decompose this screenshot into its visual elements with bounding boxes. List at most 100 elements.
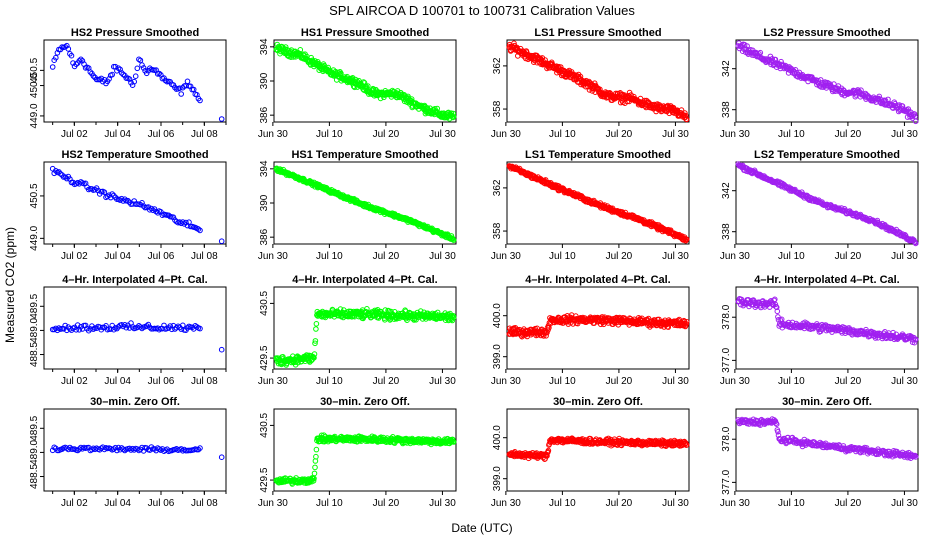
data-point	[100, 324, 106, 331]
x-tick-label: Jul 08	[191, 498, 218, 509]
data-point	[197, 325, 203, 332]
data-point	[597, 86, 603, 93]
x-tick-label: Jun 30	[491, 129, 521, 140]
data-point	[109, 71, 115, 78]
x-tick-label: Jul 10	[778, 251, 805, 262]
x-tick-label: Jun 30	[258, 129, 288, 140]
x-tick-label: Jul 04	[104, 376, 131, 387]
plot-frame	[735, 286, 919, 370]
panel-3-3: 4–Hr. Interpolated 4–Pt. Cal.399.0400.0J…	[491, 274, 690, 387]
data-point	[183, 219, 189, 226]
panel-title: LS1 Temperature Smoothed	[525, 149, 671, 161]
panel-title: 4–Hr. Interpolated 4–Pt. Cal.	[525, 274, 671, 286]
data-points	[735, 296, 919, 346]
data-point	[122, 322, 128, 328]
x-tick-label: Jun 30	[491, 376, 521, 387]
x-tick-label: Jul 08	[191, 129, 218, 140]
y-tick-label: 362	[492, 179, 503, 196]
plot-frame	[506, 39, 690, 123]
data-point	[912, 118, 919, 125]
x-tick-label: Jul 20	[835, 251, 862, 262]
x-tick-label: Jul 20	[606, 376, 633, 387]
x-tick-label: Jul 02	[61, 251, 88, 262]
data-point	[450, 314, 457, 321]
x-tick-label: Jun 30	[491, 251, 521, 262]
data-point	[218, 238, 225, 244]
data-point	[815, 78, 822, 84]
data-point	[74, 447, 81, 454]
x-tick-label: Jul 10	[549, 251, 576, 262]
data-point	[64, 42, 70, 49]
data-point	[67, 444, 73, 451]
y-tick-label: 400.0	[492, 425, 503, 450]
panels: HS2 Pressure Smoothed449.0450.0450.5Jul …	[29, 27, 919, 509]
data-point	[769, 56, 776, 62]
data-point	[218, 454, 225, 461]
data-point	[90, 73, 97, 79]
data-point	[62, 322, 68, 329]
data-point	[912, 336, 919, 343]
y-tick-label: 342	[721, 182, 732, 199]
data-points	[273, 41, 457, 122]
data-point	[744, 43, 750, 49]
data-points	[49, 444, 225, 461]
x-tick-label: Jul 20	[606, 251, 633, 262]
data-point	[450, 110, 457, 117]
data-point	[134, 446, 141, 452]
panel-3-1: 4–Hr. Interpolated 4–Pt. Cal.488.5489.04…	[29, 274, 227, 387]
x-tick-label: Jul 10	[316, 129, 343, 140]
data-point	[140, 65, 147, 71]
data-point	[87, 69, 94, 75]
x-tick-label: Jul 20	[606, 129, 633, 140]
data-point	[178, 91, 184, 97]
data-point	[112, 444, 119, 451]
panel-title: HS1 Pressure Smoothed	[301, 27, 429, 39]
x-tick-label: Jun 30	[720, 251, 750, 262]
data-points	[735, 161, 919, 247]
data-point	[145, 321, 152, 328]
x-tick-label: Jul 20	[373, 498, 400, 509]
data-point	[76, 446, 83, 452]
y-tick-label: 429.5	[259, 345, 270, 370]
y-tick-label: 430.5	[259, 412, 270, 437]
y-tick-label: 449.0	[29, 225, 40, 250]
data-point	[170, 214, 177, 220]
data-point	[773, 304, 780, 311]
x-tick-label: Jul 10	[778, 498, 805, 509]
data-point	[683, 442, 690, 448]
panel-title: 30–min. Zero Off.	[553, 396, 643, 408]
data-point	[912, 240, 919, 247]
x-tick-label: Jul 08	[191, 376, 218, 387]
data-point	[49, 64, 56, 70]
y-tick-label: 400.0	[492, 303, 503, 328]
y-tick-label: 378.0	[721, 304, 732, 329]
y-tick-label: 489.0	[29, 439, 40, 464]
panel-title: HS1 Temperature Smoothed	[291, 149, 438, 161]
data-point	[773, 421, 780, 428]
data-point	[65, 46, 72, 52]
data-point	[190, 86, 197, 93]
data-point	[122, 196, 128, 202]
data-point	[53, 168, 59, 174]
data-point	[312, 338, 319, 344]
data-point	[683, 321, 690, 327]
panel-title: 30–min. Zero Off.	[320, 396, 410, 408]
data-point	[651, 101, 658, 108]
y-tick-label: 386	[259, 106, 270, 123]
data-points	[273, 165, 457, 243]
y-tick-label: 386	[259, 228, 270, 245]
data-point	[73, 61, 79, 67]
panel-title: LS2 Temperature Smoothed	[754, 149, 900, 161]
data-point	[101, 189, 108, 195]
x-tick-label: Jul 10	[549, 498, 576, 509]
data-point	[683, 319, 690, 325]
plot-frame	[735, 39, 919, 123]
data-point	[311, 475, 317, 482]
x-tick-label: Jun 30	[720, 376, 750, 387]
x-tick-label: Jul 20	[835, 376, 862, 387]
x-tick-label: Jul 20	[835, 498, 862, 509]
plot-frame	[273, 286, 457, 370]
data-points	[506, 312, 690, 340]
